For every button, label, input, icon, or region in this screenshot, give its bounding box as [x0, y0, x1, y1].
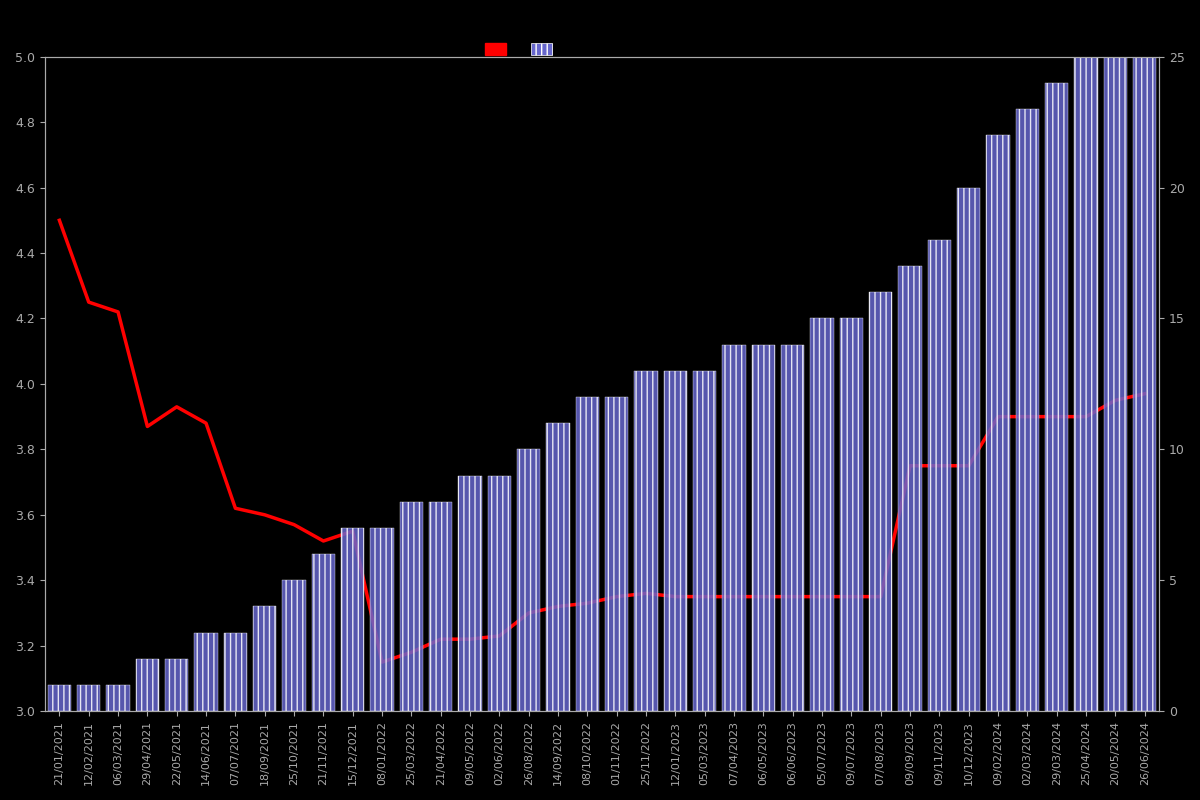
Bar: [223, 633, 247, 711]
Bar: [722, 345, 745, 711]
Bar: [899, 266, 922, 711]
Bar: [107, 685, 130, 711]
Bar: [1045, 83, 1068, 711]
Bar: [1104, 57, 1127, 711]
Bar: [692, 371, 716, 711]
Bar: [576, 397, 599, 711]
Bar: [869, 292, 893, 711]
Bar: [136, 658, 160, 711]
Bar: [253, 606, 276, 711]
Bar: [928, 240, 952, 711]
Bar: [605, 397, 629, 711]
Bar: [781, 345, 804, 711]
Bar: [312, 554, 335, 711]
Bar: [458, 475, 481, 711]
Bar: [371, 528, 394, 711]
Bar: [164, 658, 188, 711]
Bar: [1015, 109, 1039, 711]
Legend: , : ,: [480, 38, 569, 62]
Bar: [958, 187, 980, 711]
Bar: [810, 318, 834, 711]
Bar: [751, 345, 775, 711]
Bar: [194, 633, 217, 711]
Bar: [840, 318, 863, 711]
Bar: [282, 580, 306, 711]
Bar: [428, 502, 452, 711]
Bar: [546, 423, 570, 711]
Bar: [400, 502, 424, 711]
Bar: [77, 685, 101, 711]
Bar: [635, 371, 658, 711]
Bar: [1074, 57, 1098, 711]
Bar: [986, 135, 1010, 711]
Bar: [517, 450, 540, 711]
Bar: [48, 685, 71, 711]
Bar: [341, 528, 365, 711]
Bar: [1133, 57, 1157, 711]
Bar: [664, 371, 688, 711]
Bar: [487, 475, 511, 711]
